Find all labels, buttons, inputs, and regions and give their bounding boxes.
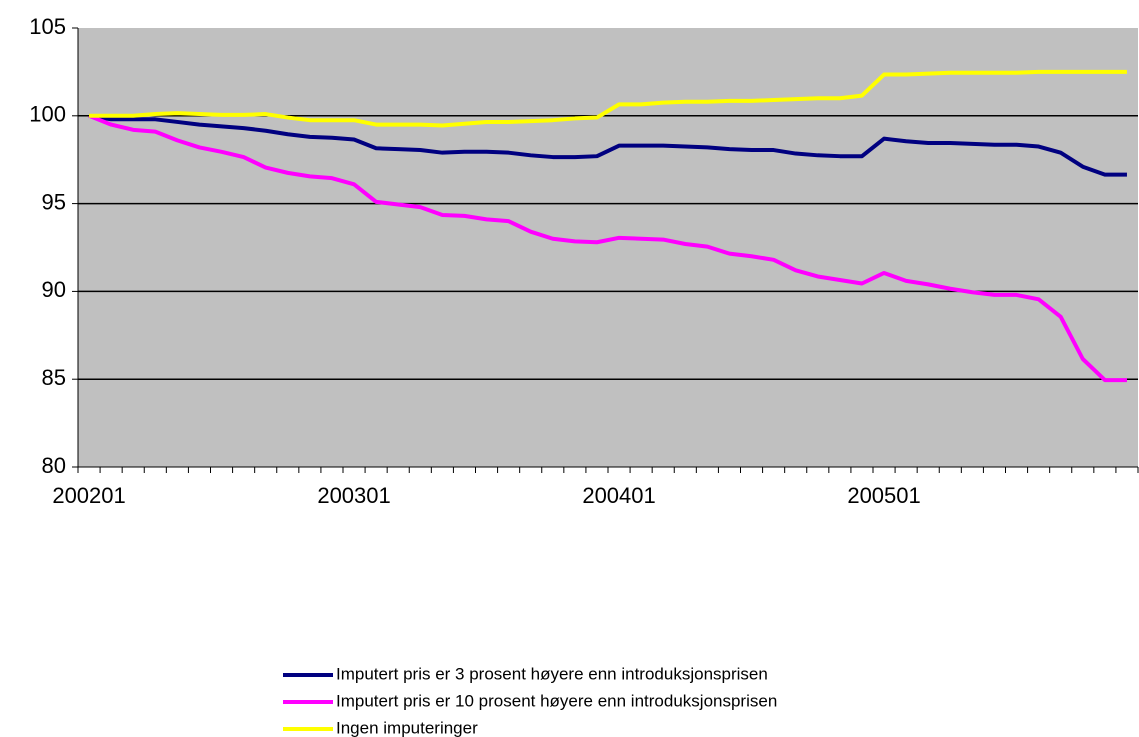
y-tick-label: 95 [42,189,66,214]
y-tick-label: 80 [42,453,66,478]
legend-label: Imputert pris er 3 prosent høyere enn in… [336,664,768,683]
legend-label: Ingen imputeringer [336,718,478,737]
series-line [88,113,1127,383]
y-tick-label: 85 [42,365,66,390]
x-tick-label: 200501 [847,483,920,508]
plot-area [78,28,1138,467]
y-tick-label: 105 [29,14,66,39]
legend-label: Imputert pris er 10 prosent høyere enn i… [336,691,777,710]
series-line [88,113,1127,177]
x-tick-label: 200201 [52,483,125,508]
y-tick-label: 90 [42,277,66,302]
x-tick-label: 200401 [582,483,655,508]
x-tick-label: 200301 [317,483,390,508]
series-line [89,69,1127,128]
y-tick-label: 100 [29,102,66,127]
